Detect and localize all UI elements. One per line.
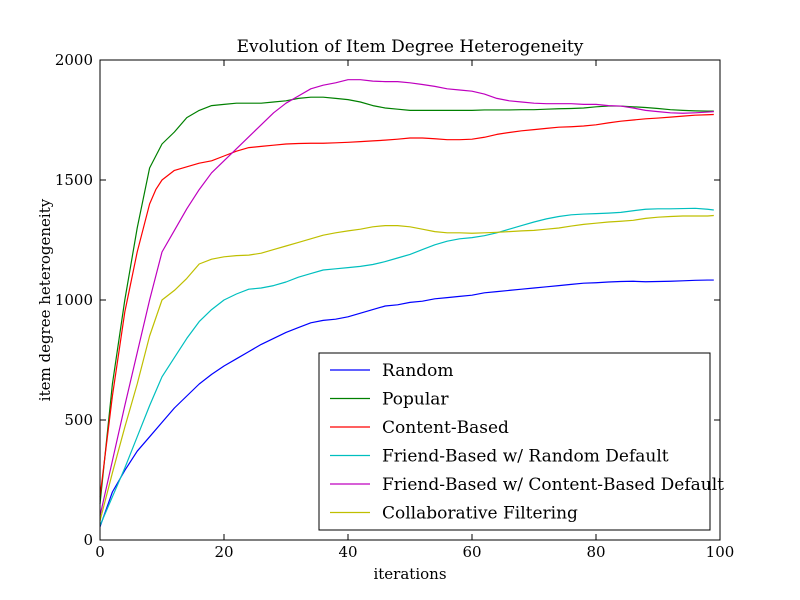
y-axis-label: item degree heterogeneity — [36, 198, 54, 401]
legend-label-6: Collaborative Filtering — [382, 504, 578, 524]
series-line-6 — [99, 214, 714, 521]
series-line-3 — [99, 113, 714, 497]
y-tick-label: 2000 — [55, 51, 93, 69]
legend-box — [318, 352, 711, 531]
series-line-5 — [99, 79, 714, 517]
legend-label-2: Popular — [382, 390, 449, 410]
legend-label-5: Friend-Based w/ Content-Based Default — [382, 475, 724, 495]
x-tick-label: 40 — [338, 543, 357, 561]
x-axis-label: iterations — [373, 565, 446, 583]
chart-title: Evolution of Item Degree Heterogeneity — [237, 37, 584, 57]
y-tick-label: 1500 — [55, 171, 93, 189]
x-tick-label: 60 — [462, 543, 481, 561]
x-tick-label: 80 — [586, 543, 605, 561]
legend: Random Popular Content-Based Friend-Based w… — [318, 352, 724, 531]
legend-items: Random Popular Content-Based Friend-Based w… — [330, 361, 724, 524]
y-tick-label: 500 — [64, 411, 93, 429]
legend-label-3: Content-Based — [382, 418, 509, 438]
y-tick-label: 0 — [83, 531, 93, 549]
x-tick-label: 100 — [706, 543, 735, 561]
x-tick-label: 20 — [214, 543, 233, 561]
legend-label-1: Random — [382, 361, 454, 381]
legend-label-4: Friend-Based w/ Random Default — [382, 447, 669, 467]
x-tick-label: 0 — [95, 543, 105, 561]
series-line-1 — [99, 279, 714, 528]
y-tick-label: 1000 — [55, 291, 93, 309]
series-layer — [99, 79, 714, 528]
series-line-4 — [99, 207, 714, 526]
